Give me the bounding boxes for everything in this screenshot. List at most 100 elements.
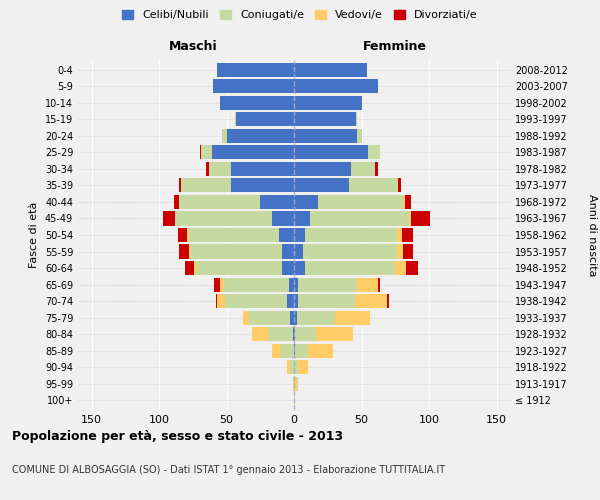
Bar: [298, 360, 308, 374]
Bar: [294, 310, 296, 324]
Bar: [387, 294, 389, 308]
Bar: [194, 261, 197, 275]
Bar: [294, 278, 298, 291]
Bar: [287, 360, 290, 374]
Bar: [294, 294, 298, 308]
Bar: [296, 310, 335, 324]
Bar: [295, 327, 316, 341]
Bar: [209, 162, 230, 176]
Bar: [402, 228, 413, 242]
Bar: [197, 261, 282, 275]
Bar: [294, 129, 358, 143]
Bar: [368, 146, 380, 160]
Bar: [224, 278, 289, 291]
Legend: Celibi/Nubili, Coniugati/e, Vedovi/e, Divorziati/e: Celibi/Nubili, Coniugati/e, Vedovi/e, Di…: [118, 6, 482, 25]
Bar: [268, 327, 293, 341]
Bar: [179, 195, 260, 209]
Bar: [281, 344, 294, 357]
Bar: [378, 278, 380, 291]
Bar: [397, 228, 402, 242]
Bar: [185, 261, 194, 275]
Bar: [175, 212, 272, 226]
Bar: [223, 129, 227, 143]
Bar: [293, 376, 294, 390]
Bar: [294, 162, 350, 176]
Y-axis label: Anni di nascita: Anni di nascita: [587, 194, 597, 276]
Bar: [272, 212, 294, 226]
Bar: [242, 310, 250, 324]
Bar: [319, 195, 403, 209]
Bar: [349, 178, 398, 192]
Bar: [406, 261, 418, 275]
Bar: [217, 63, 294, 77]
Bar: [179, 244, 188, 258]
Text: COMUNE DI ALBOSAGGIA (SO) - Dati ISTAT 1° gennaio 2013 - Elaborazione TUTTITALIA: COMUNE DI ALBOSAGGIA (SO) - Dati ISTAT 1…: [12, 465, 445, 475]
Bar: [293, 327, 294, 341]
Bar: [230, 178, 294, 192]
Bar: [174, 195, 179, 209]
Bar: [188, 228, 279, 242]
Bar: [397, 244, 403, 258]
Bar: [316, 327, 353, 341]
Bar: [295, 376, 298, 390]
Bar: [279, 228, 294, 242]
Bar: [190, 244, 282, 258]
Bar: [294, 212, 310, 226]
Bar: [206, 162, 209, 176]
Bar: [294, 376, 295, 390]
Bar: [201, 146, 212, 160]
Bar: [250, 310, 290, 324]
Bar: [298, 294, 355, 308]
Bar: [294, 327, 295, 341]
Bar: [294, 112, 356, 126]
Bar: [290, 310, 294, 324]
Bar: [298, 278, 358, 291]
Bar: [356, 112, 358, 126]
Bar: [294, 80, 378, 94]
Bar: [272, 344, 281, 357]
Bar: [220, 278, 224, 291]
Bar: [305, 228, 397, 242]
Bar: [178, 228, 187, 242]
Bar: [395, 261, 406, 275]
Bar: [310, 212, 409, 226]
Bar: [220, 96, 294, 110]
Bar: [287, 294, 294, 308]
Bar: [355, 294, 387, 308]
Bar: [375, 162, 378, 176]
Bar: [294, 146, 368, 160]
Text: Femmine: Femmine: [363, 40, 427, 53]
Bar: [236, 112, 294, 126]
Bar: [181, 178, 230, 192]
Bar: [335, 310, 370, 324]
Bar: [304, 244, 397, 258]
Bar: [294, 244, 304, 258]
Bar: [187, 228, 188, 242]
Bar: [398, 178, 401, 192]
Bar: [213, 80, 294, 94]
Bar: [282, 261, 294, 275]
Bar: [358, 278, 378, 291]
Bar: [308, 344, 333, 357]
Bar: [260, 195, 294, 209]
Bar: [294, 393, 295, 407]
Bar: [289, 278, 294, 291]
Bar: [230, 162, 294, 176]
Bar: [163, 212, 175, 226]
Bar: [405, 195, 412, 209]
Bar: [403, 244, 413, 258]
Bar: [294, 96, 361, 110]
Bar: [199, 146, 201, 160]
Bar: [294, 178, 349, 192]
Bar: [216, 294, 217, 308]
Bar: [294, 63, 367, 77]
Bar: [188, 244, 190, 258]
Y-axis label: Fasce di età: Fasce di età: [29, 202, 39, 268]
Bar: [294, 261, 305, 275]
Bar: [217, 294, 225, 308]
Bar: [295, 344, 308, 357]
Bar: [294, 228, 305, 242]
Bar: [179, 178, 181, 192]
Bar: [214, 278, 220, 291]
Bar: [358, 129, 362, 143]
